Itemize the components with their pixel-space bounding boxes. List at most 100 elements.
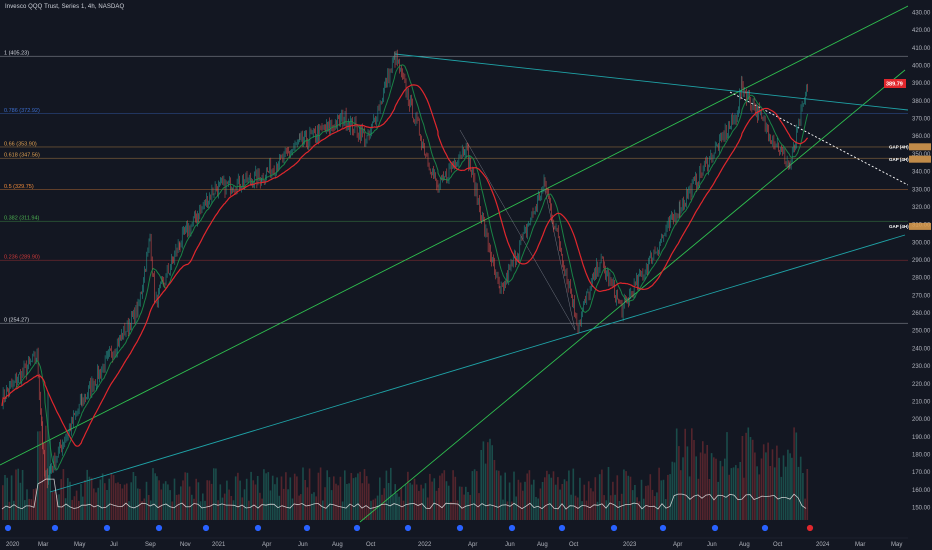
volume-bar bbox=[164, 481, 167, 520]
volume-bar bbox=[252, 480, 255, 520]
price-tick-label: 230.00 bbox=[912, 364, 931, 370]
volume-bar bbox=[693, 440, 695, 520]
volume-bar bbox=[445, 481, 448, 520]
volume-bar bbox=[237, 472, 239, 520]
time-tick-label: May bbox=[891, 542, 902, 548]
earnings-icon bbox=[254, 524, 262, 532]
price-tick-label: 190.00 bbox=[912, 435, 931, 441]
volume-bar bbox=[508, 482, 511, 520]
price-tick-label: 340.00 bbox=[912, 170, 931, 176]
volume-bar bbox=[387, 483, 390, 520]
volume-bar bbox=[372, 499, 374, 520]
volume-bar bbox=[359, 471, 361, 520]
volume-bar bbox=[612, 481, 614, 520]
volume-bar bbox=[117, 482, 119, 520]
volume-bar bbox=[84, 480, 86, 520]
volume-bar bbox=[765, 452, 767, 520]
volume-bar bbox=[664, 499, 667, 520]
event-icons[interactable] bbox=[4, 524, 814, 532]
volume-bar bbox=[574, 495, 577, 520]
volume-bar bbox=[199, 501, 202, 520]
volume-bar bbox=[576, 497, 579, 520]
volume-bar bbox=[749, 437, 752, 520]
price-tick-label: 420.00 bbox=[912, 28, 931, 34]
time-tick-label: Mar bbox=[855, 542, 865, 548]
volume-bar bbox=[160, 489, 163, 520]
volume-bar bbox=[747, 427, 750, 520]
fib-retracement[interactable]: 1 (405.23) 0.786 (372.92) 0.66 (353.90) 0.6… bbox=[0, 51, 908, 324]
volume-bar bbox=[261, 498, 263, 520]
volume-bar bbox=[221, 497, 224, 520]
volume-bar bbox=[605, 500, 608, 520]
volume-bar bbox=[276, 477, 278, 520]
volume-bar bbox=[629, 476, 632, 520]
volume-bar bbox=[522, 490, 524, 520]
price-tick-label: 380.00 bbox=[912, 99, 931, 105]
volume-bar bbox=[441, 473, 443, 520]
volume-bar bbox=[280, 476, 283, 520]
volume-bar bbox=[776, 445, 778, 520]
price-tick-label: 290.00 bbox=[912, 258, 931, 264]
volume-bar bbox=[489, 438, 491, 520]
volume-bar bbox=[424, 483, 427, 520]
volume-bar bbox=[456, 500, 459, 520]
volume-bar bbox=[548, 474, 550, 520]
volume-bar bbox=[379, 477, 381, 520]
volume-bar bbox=[256, 476, 259, 520]
time-axis[interactable]: 2020 Mar May Jul Sep Nov 2021 Apr Jun Aug Oct 2022 A… bbox=[0, 537, 908, 548]
trendlines[interactable] bbox=[0, 0, 921, 523]
volume-bar bbox=[461, 486, 463, 520]
volume-bar bbox=[682, 457, 684, 520]
volume-bar bbox=[706, 445, 708, 520]
earnings-icon bbox=[659, 524, 667, 532]
earnings-icon bbox=[456, 524, 464, 532]
volume-bar bbox=[767, 442, 769, 520]
volume-bar bbox=[167, 484, 169, 520]
volume-bar bbox=[137, 488, 139, 520]
volume-bar bbox=[541, 482, 544, 520]
volume-bar bbox=[590, 488, 592, 520]
price-tick-label: 220.00 bbox=[912, 382, 931, 388]
volume-bar bbox=[500, 475, 502, 520]
volume-bar bbox=[702, 441, 704, 520]
earnings-icon-active bbox=[806, 524, 814, 532]
volume-bar bbox=[197, 482, 200, 520]
volume-bar bbox=[324, 487, 326, 520]
volume-bar bbox=[217, 500, 219, 520]
volume-bar bbox=[620, 493, 623, 520]
volume-bar bbox=[104, 483, 106, 520]
volume-bar bbox=[465, 486, 467, 520]
volume-bar bbox=[271, 475, 274, 520]
volume-bar bbox=[352, 478, 355, 520]
volume-bar bbox=[563, 479, 566, 520]
volume-bar bbox=[607, 467, 610, 520]
volume-bar bbox=[618, 501, 621, 520]
volume-bar bbox=[546, 470, 548, 520]
volume-bar bbox=[385, 470, 388, 520]
price-axis[interactable]: 150.00 160.00 170.00 180.00 190.00 200.00 210.… bbox=[908, 0, 932, 540]
volume-bar bbox=[86, 469, 88, 520]
volume-bar bbox=[232, 500, 235, 520]
volume-bar bbox=[152, 468, 154, 520]
volume-bar bbox=[795, 432, 798, 520]
volume-bar bbox=[184, 472, 186, 520]
volume-bar bbox=[298, 495, 300, 520]
volume-bar bbox=[802, 473, 804, 520]
volume-bar bbox=[743, 477, 745, 520]
volume-bar bbox=[150, 500, 152, 520]
volume-bar bbox=[502, 499, 504, 520]
volume-bar bbox=[437, 488, 440, 520]
volume-bar bbox=[339, 476, 342, 520]
time-tick-label: 2024 bbox=[816, 542, 830, 548]
volume-bar bbox=[769, 466, 772, 520]
volume-bar bbox=[730, 468, 733, 520]
volume-bar bbox=[62, 469, 65, 520]
volume-bar bbox=[420, 484, 422, 520]
volume-bar bbox=[213, 468, 215, 520]
trend-upper-channel bbox=[0, 0, 921, 466]
volume-bar bbox=[726, 432, 728, 520]
gap-label: GAP (4H) bbox=[889, 157, 909, 162]
volume-bar bbox=[603, 495, 605, 520]
volume-bar bbox=[35, 488, 37, 520]
